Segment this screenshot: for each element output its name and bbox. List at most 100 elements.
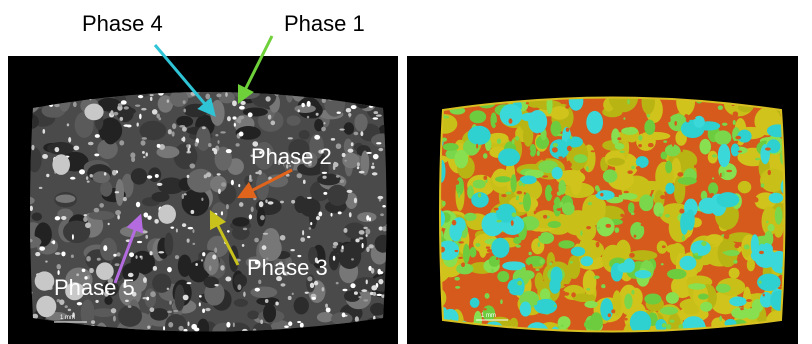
texture: [778, 287, 782, 290]
texture: [259, 201, 264, 207]
texture: [357, 162, 360, 166]
texture: [221, 211, 223, 215]
texture: [376, 114, 382, 116]
texture: [534, 211, 536, 215]
texture: [305, 292, 309, 294]
texture: [157, 183, 163, 186]
texture: [762, 242, 765, 244]
texture: [506, 192, 512, 195]
texture: [708, 151, 718, 164]
texture: [716, 192, 739, 207]
texture: [694, 165, 697, 168]
texture: [129, 252, 134, 257]
texture: [723, 251, 728, 253]
texture: [206, 172, 211, 177]
texture: [373, 292, 376, 296]
texture: [718, 105, 723, 110]
texture: [342, 289, 347, 291]
texture: [188, 321, 190, 326]
texture: [378, 279, 383, 284]
texture: [147, 175, 152, 178]
texture: [524, 192, 526, 194]
texture: [83, 217, 87, 222]
texture: [241, 101, 246, 105]
texture: [142, 230, 148, 233]
texture: [623, 117, 625, 120]
texture: [617, 137, 621, 140]
texture: [53, 240, 56, 244]
texture: [150, 291, 156, 297]
texture: [753, 197, 757, 203]
texture: [744, 245, 750, 250]
texture: [87, 181, 90, 183]
texture: [605, 224, 611, 228]
texture: [362, 243, 364, 248]
texture: [182, 189, 210, 216]
texture: [251, 207, 254, 213]
texture: [527, 149, 531, 154]
texture: [35, 271, 55, 290]
texture: [61, 216, 66, 220]
texture: [71, 254, 74, 258]
texture: [169, 301, 172, 305]
texture: [314, 135, 320, 140]
texture: [205, 94, 210, 100]
texture: [263, 233, 269, 235]
texture: [288, 296, 292, 300]
texture: [487, 249, 492, 253]
texture: [631, 290, 634, 295]
texture: [733, 120, 736, 125]
texture: [183, 295, 189, 301]
texture: [234, 123, 236, 127]
texture: [768, 224, 775, 232]
texture: [167, 267, 172, 272]
texture: [333, 256, 336, 261]
texture: [611, 309, 615, 313]
texture: [528, 110, 547, 133]
texture: [608, 313, 611, 317]
texture: [258, 170, 262, 175]
texture: [187, 239, 190, 243]
texture: [243, 108, 268, 117]
texture: [188, 227, 194, 230]
texture: [442, 201, 446, 207]
texture: [715, 130, 732, 145]
texture: [284, 326, 289, 328]
texture: [605, 284, 610, 287]
texture: [363, 299, 368, 301]
texture: [568, 147, 572, 150]
texture: [373, 154, 379, 159]
texture: [506, 289, 510, 294]
texture: [516, 197, 519, 200]
texture: [561, 325, 564, 327]
texture: [72, 234, 74, 240]
texture: [307, 236, 310, 238]
texture: [763, 294, 765, 297]
texture: [327, 185, 348, 206]
texture: [734, 141, 738, 143]
texture: [232, 217, 249, 227]
texture: [194, 327, 199, 331]
texture: [250, 286, 277, 298]
texture: [85, 222, 91, 228]
texture: [214, 284, 218, 286]
texture: [558, 240, 574, 248]
texture: [361, 289, 367, 292]
texture: [458, 241, 463, 243]
texture: [495, 176, 511, 182]
texture: [248, 112, 253, 117]
texture: [710, 193, 714, 196]
texture: [220, 131, 226, 133]
texture: [496, 283, 500, 289]
texture: [236, 143, 240, 147]
texture: [172, 131, 175, 136]
texture: [355, 316, 359, 322]
texture: [726, 170, 732, 173]
texture: [535, 272, 544, 290]
texture: [70, 177, 75, 180]
texture: [100, 238, 117, 261]
texture: [455, 286, 460, 289]
texture: [759, 281, 762, 284]
texture: [549, 262, 552, 265]
texture: [238, 184, 240, 187]
